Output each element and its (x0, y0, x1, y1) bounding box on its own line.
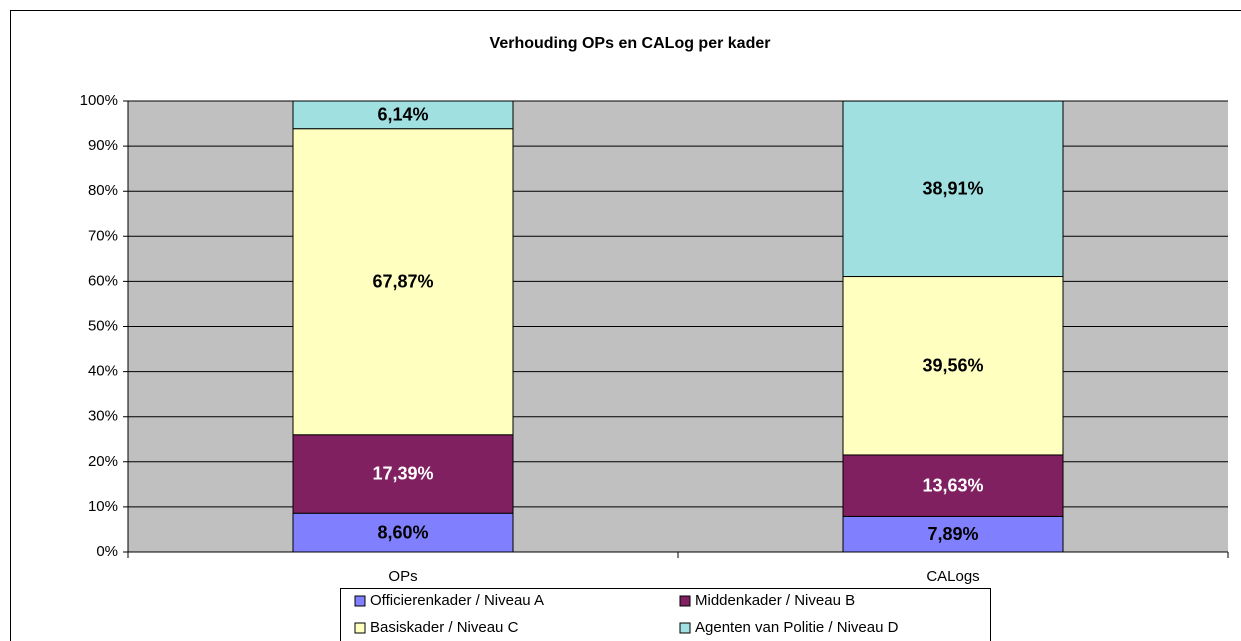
data-label: 17,39% (372, 464, 433, 484)
bar-segment (842, 515, 1064, 553)
data-label: 7,89% (927, 524, 978, 544)
data-label: 39,56% (922, 355, 983, 375)
bar-segment (292, 512, 514, 553)
bar-segment (842, 276, 1064, 456)
x-tick-label: OPs (388, 568, 417, 585)
legend-swatch (354, 622, 366, 634)
y-tick-label: 90% (88, 137, 118, 154)
y-tick-label: 30% (88, 408, 118, 425)
y-tick-label: 60% (88, 272, 118, 289)
y-tick-label: 50% (88, 317, 118, 334)
y-tick-label: 100% (80, 92, 118, 109)
bar-segment (842, 454, 1064, 517)
data-label: 67,87% (372, 271, 433, 291)
data-label: 8,60% (377, 522, 428, 542)
legend-swatch (679, 595, 691, 607)
y-tick-label: 40% (88, 363, 118, 380)
legend-box (340, 588, 991, 641)
bar-segment (842, 100, 1064, 278)
legend-label: Officierenkader / Niveau A (370, 592, 544, 609)
y-tick-label: 80% (88, 182, 118, 199)
bar-segment (292, 100, 514, 130)
y-tick-label: 70% (88, 227, 118, 244)
legend-label: Basiskader / Niveau C (370, 619, 519, 636)
y-tick-label: 10% (88, 498, 118, 515)
bar-segment (292, 434, 514, 514)
y-tick-label: 0% (96, 543, 118, 560)
legend-label: Agenten van Politie / Niveau D (695, 619, 899, 636)
data-label: 6,14% (377, 105, 428, 125)
legend-swatch (679, 622, 691, 634)
legend-swatch (354, 595, 366, 607)
data-label: 38,91% (922, 179, 983, 199)
x-tick-label: CALogs (926, 568, 979, 585)
y-tick-label: 20% (88, 453, 118, 470)
data-label: 13,63% (922, 475, 983, 495)
chart-title: Verhouding OPs en CALog per kader (490, 35, 771, 52)
bar-segment (292, 128, 514, 436)
legend-label: Middenkader / Niveau B (695, 592, 855, 609)
